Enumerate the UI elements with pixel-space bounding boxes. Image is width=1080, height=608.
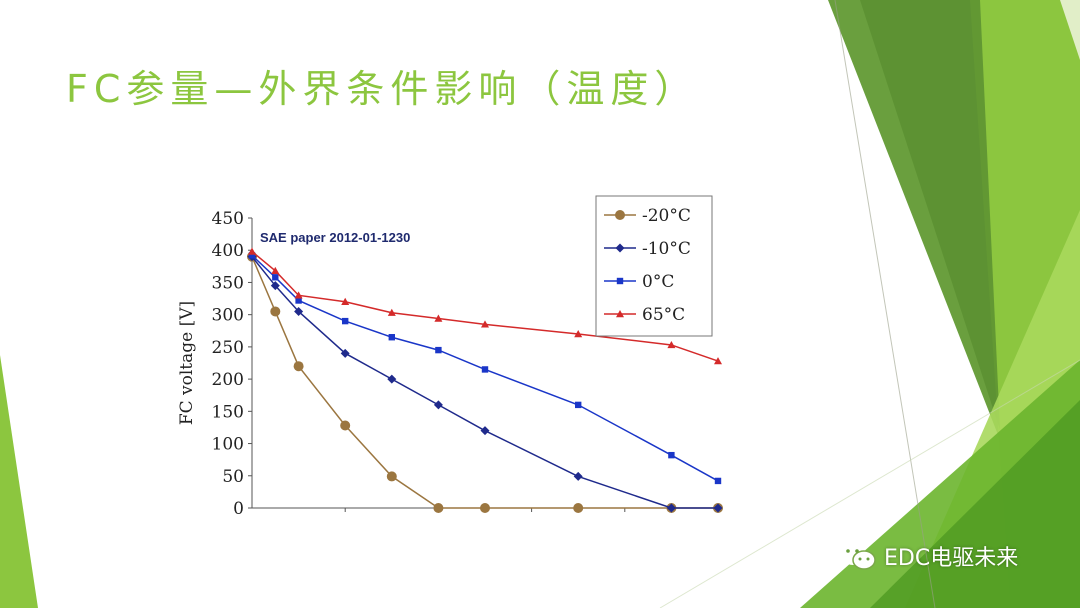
data-point: [714, 477, 722, 485]
data-point: [294, 291, 303, 299]
data-point: [666, 503, 676, 513]
data-point: [270, 281, 280, 291]
data-point: [481, 366, 489, 373]
data-point: [293, 361, 304, 372]
watermark-text: EDC电驱未来: [884, 546, 1019, 571]
data-point: [434, 314, 443, 322]
y-tick-label: 350: [212, 273, 244, 293]
data-point: [386, 471, 397, 482]
data-point: [481, 320, 489, 328]
watermark: EDC电驱未来: [838, 540, 1018, 572]
data-point: [340, 420, 351, 431]
data-point: [342, 317, 349, 325]
data-point: [295, 297, 302, 304]
data-point: [615, 210, 625, 220]
data-point: [616, 277, 624, 285]
slide-title: FC参量—外界条件影响（温度）: [66, 67, 699, 111]
data-point: [573, 471, 583, 481]
wechat-icon: [840, 543, 876, 570]
y-tick-label: 400: [212, 241, 244, 261]
data-point: [713, 503, 723, 513]
y-tick-label: 100: [212, 435, 244, 455]
y-tick-label: 250: [212, 338, 244, 358]
y-tick-label: 300: [212, 306, 244, 326]
data-point: [435, 346, 442, 354]
data-point: [341, 297, 350, 305]
voltage-temperature-chart: 0 50 100 150 200 250 300 350 400 450 FC voltage [V…: [177, 195, 723, 519]
data-point: [575, 401, 582, 409]
legend-label: -20°C: [642, 206, 691, 226]
data-point: [667, 340, 676, 349]
y-axis-label: FC voltage [V]: [177, 301, 197, 425]
data-point: [573, 503, 584, 513]
data-point: [272, 274, 279, 281]
y-tick-label: 0: [233, 499, 244, 519]
legend-box: [595, 195, 713, 337]
data-point: [294, 306, 304, 316]
data-point: [616, 310, 624, 318]
y-tick-label: 200: [212, 370, 244, 390]
series-line: [251, 256, 718, 509]
series-line: [251, 250, 719, 362]
data-point: [388, 334, 395, 341]
data-point: [248, 247, 256, 255]
legend-label: 65°C: [642, 305, 685, 325]
data-point: [668, 451, 675, 459]
data-point: [615, 243, 625, 253]
data-point: [248, 252, 256, 259]
data-point: [714, 357, 722, 365]
y-tick-label: 50: [222, 467, 244, 487]
data-point: [270, 306, 281, 317]
legend-label: 0°C: [642, 272, 674, 292]
data-point: [433, 400, 443, 410]
series-line: [251, 256, 718, 509]
data-point: [480, 426, 490, 436]
series-line: [251, 254, 719, 482]
data-point: [340, 348, 350, 358]
data-point: [480, 503, 490, 513]
source-annotation: SAE paper 2012-01-1230: [260, 230, 410, 245]
data-point: [387, 374, 397, 384]
legend-label: -10°C: [642, 239, 691, 259]
y-tick-label: 450: [212, 209, 244, 229]
data-point: [574, 330, 583, 338]
data-point: [387, 308, 396, 316]
y-tick-label: 150: [212, 402, 244, 422]
data-point: [433, 503, 444, 513]
data-point: [271, 266, 280, 275]
